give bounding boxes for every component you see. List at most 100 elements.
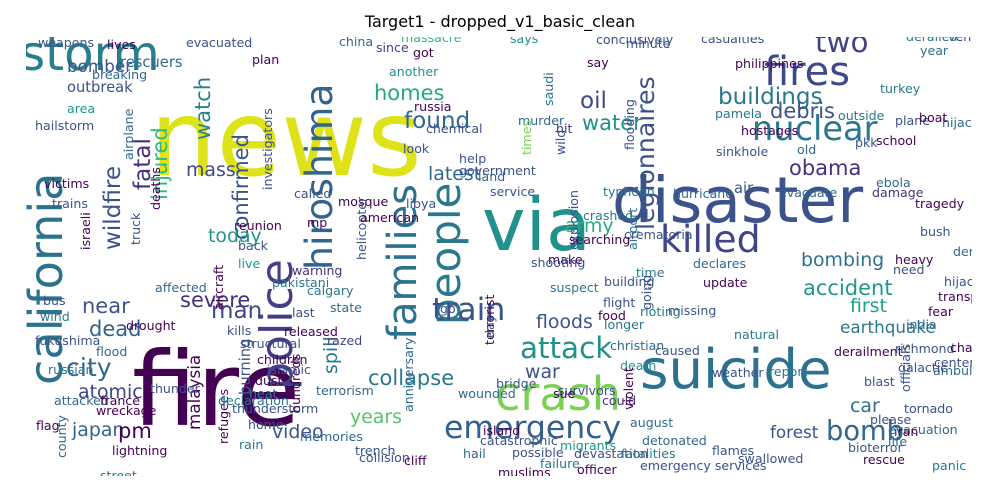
chart-title: Target1 - dropped_v1_basic_clean bbox=[364, 12, 636, 31]
word-charged: charged bbox=[950, 340, 972, 355]
word-area: area bbox=[67, 101, 95, 116]
word-massacre: massacre bbox=[401, 37, 462, 45]
word-japan: japan bbox=[71, 419, 124, 441]
word-buildings: buildings bbox=[718, 84, 823, 110]
word-flooding: flooding bbox=[622, 99, 637, 150]
word-hailstorm: hailstorm bbox=[35, 118, 94, 133]
word-drought: drought bbox=[126, 318, 176, 333]
word-debris: debris bbox=[770, 99, 835, 123]
word-flames: flames bbox=[712, 443, 754, 458]
word-sinkhole: sinkhole bbox=[716, 144, 769, 159]
word-terrorism: terrorism bbox=[316, 383, 374, 398]
word-victims: victims bbox=[44, 176, 89, 191]
word-today: today bbox=[208, 225, 262, 247]
word-transport: transport bbox=[938, 289, 972, 304]
word-aircraft: aircraft bbox=[211, 265, 226, 310]
word-could: could bbox=[602, 393, 636, 408]
word-thunderstorm: thunderstorm bbox=[232, 401, 318, 416]
word-fire: fire bbox=[132, 330, 300, 450]
word-iran: iran bbox=[894, 424, 918, 439]
word-say: say bbox=[587, 55, 609, 70]
word-memories: memories bbox=[300, 429, 363, 444]
word-update: update bbox=[703, 275, 748, 290]
word-ambulance: ambulance bbox=[933, 363, 972, 378]
word-turkey: turkey bbox=[880, 81, 921, 96]
word-violent: violent bbox=[621, 367, 636, 410]
word-obama: obama bbox=[789, 156, 861, 180]
word-crashed: crashed bbox=[583, 208, 633, 223]
word-hijacker: hijacker bbox=[944, 274, 972, 289]
word-structural: structural bbox=[240, 336, 301, 351]
word-declares: declares bbox=[693, 256, 746, 271]
word-year: year bbox=[920, 43, 949, 58]
word-refugees: refugees bbox=[216, 389, 231, 444]
word-wildfire: wildfire bbox=[100, 166, 126, 250]
word-galactic: galactic bbox=[898, 360, 947, 375]
word-center: center bbox=[934, 355, 972, 370]
word-county: county bbox=[54, 414, 69, 458]
word-israeli: israeli bbox=[78, 212, 93, 250]
word-china: china bbox=[339, 37, 373, 49]
word-cloud-canvas: news fire via disaster suicide storm californi… bbox=[26, 37, 972, 476]
word-officer: officer bbox=[577, 462, 618, 476]
word-hijacking: hijacking bbox=[942, 115, 972, 130]
word-airplane: airplane bbox=[121, 108, 136, 160]
word-going: going bbox=[639, 275, 654, 310]
word-investigators: investigators bbox=[260, 108, 275, 190]
word-rain: rain bbox=[239, 437, 263, 452]
word-crematoria: crematoria bbox=[624, 227, 693, 242]
word-attack: attack bbox=[520, 331, 612, 365]
word-video: video bbox=[272, 421, 324, 443]
word-wreckage: wreckage bbox=[96, 403, 157, 418]
word-panic: panic bbox=[932, 458, 966, 473]
word-watch: watch bbox=[191, 77, 215, 140]
word-deaths: deaths bbox=[148, 167, 163, 210]
word-mosque: mosque bbox=[338, 194, 389, 209]
word-army: army bbox=[565, 215, 614, 237]
word-weather: weather bbox=[712, 365, 764, 380]
word-found: found bbox=[404, 108, 470, 134]
word-philippines: philippines bbox=[735, 56, 803, 71]
word-food: food bbox=[598, 308, 626, 323]
word-attacked: attacked bbox=[54, 393, 109, 408]
word-bombing: bombing bbox=[801, 249, 884, 271]
word-since: since bbox=[376, 40, 409, 55]
word-near: near bbox=[82, 294, 130, 318]
word-hundreds: hundreds bbox=[288, 354, 303, 413]
word-boat: boat bbox=[919, 110, 947, 125]
word-detonated: detonated bbox=[642, 433, 707, 448]
word-killed: killed bbox=[660, 217, 761, 261]
word-plan: plan bbox=[252, 52, 279, 67]
word-saudi: saudi bbox=[541, 72, 556, 106]
word-typhoon: typhoon bbox=[603, 184, 655, 199]
word-anniversary: anniversary bbox=[401, 337, 416, 412]
word-breaking: breaking bbox=[92, 67, 147, 82]
word-news: news bbox=[150, 78, 422, 200]
word-legionnaires: legionnaires bbox=[631, 76, 660, 230]
word-street: street bbox=[100, 468, 137, 476]
word-suspect: suspect bbox=[550, 280, 599, 295]
word-casualties: casualties bbox=[701, 37, 764, 46]
word-libya: libya bbox=[406, 196, 436, 211]
word-burning: burning bbox=[237, 339, 254, 395]
word-natural: natural bbox=[734, 327, 779, 342]
word-people: people bbox=[421, 183, 470, 325]
word-hit: hit bbox=[556, 121, 572, 136]
word-vehicle: vehicle bbox=[948, 37, 972, 44]
word-kills: kills bbox=[227, 323, 251, 338]
word-calgary: calgary bbox=[307, 283, 354, 298]
word-derailed: derailed bbox=[906, 37, 957, 44]
word-ebola: ebola bbox=[876, 175, 911, 190]
word-chemical: chemical bbox=[426, 121, 483, 136]
word-hail: hail bbox=[463, 446, 486, 461]
word-murder: murder bbox=[518, 113, 565, 128]
word-another: another bbox=[389, 64, 439, 79]
word-air: air bbox=[734, 180, 754, 197]
word-muslims: muslims bbox=[498, 465, 551, 476]
word-dead: dead bbox=[89, 317, 141, 341]
word-collapse: collapse bbox=[368, 366, 454, 390]
word-tragedy: tragedy bbox=[915, 196, 965, 211]
word-razed: razed bbox=[327, 333, 362, 348]
word-conclusively: conclusively bbox=[596, 37, 674, 47]
word-rescue: rescue bbox=[863, 452, 905, 467]
